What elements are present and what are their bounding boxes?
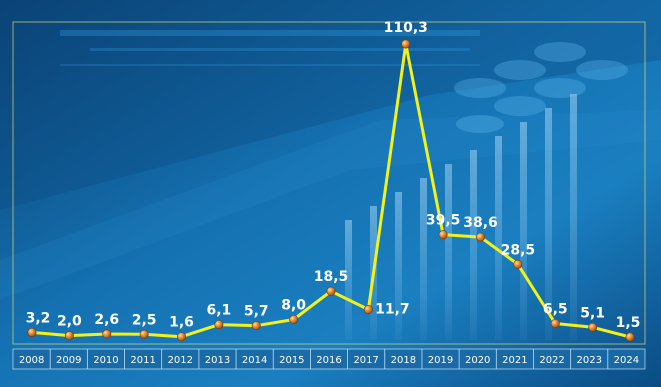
data-label: 1,5	[616, 315, 641, 331]
decorative-bar	[495, 136, 502, 340]
x-axis-strip	[12, 348, 646, 370]
decorative-bar	[545, 108, 552, 340]
data-point	[401, 39, 411, 49]
data-label: 6,1	[206, 303, 231, 319]
data-point	[251, 321, 261, 331]
data-point	[289, 314, 299, 324]
x-tick-label: 2013	[205, 355, 230, 366]
x-tick-label: 2019	[428, 355, 453, 366]
data-label: 5,7	[244, 304, 269, 320]
data-label: 2,6	[94, 312, 119, 328]
data-label: 3,2	[26, 310, 51, 326]
x-tick-label: 2012	[168, 355, 193, 366]
data-label: 38,6	[463, 215, 498, 231]
x-tick-label: 2010	[93, 355, 118, 366]
data-point	[102, 329, 112, 339]
decorative-bar	[570, 94, 577, 340]
x-tick-label: 2015	[279, 355, 304, 366]
data-label: 2,5	[132, 312, 157, 328]
data-label: 18,5	[314, 269, 349, 285]
data-label: 8,0	[281, 297, 306, 313]
x-tick-label: 2024	[614, 355, 639, 366]
data-point	[139, 329, 149, 339]
data-point	[513, 259, 523, 269]
data-label: 1,6	[169, 315, 194, 331]
x-tick-label: 2016	[316, 355, 341, 366]
data-point	[550, 318, 560, 328]
x-tick-label: 2018	[391, 355, 416, 366]
x-tick-label: 2023	[577, 355, 602, 366]
decorative-bar	[395, 192, 402, 340]
data-label: 2,0	[57, 314, 82, 330]
x-tick-label: 2021	[502, 355, 527, 366]
x-axis: 2008 2009 2010 2011 2012 2013 2014 2015 2016 2017…	[12, 348, 646, 370]
data-label: 6,5	[543, 301, 568, 317]
data-label: 39,5	[426, 213, 461, 229]
decorative-bar	[470, 150, 477, 340]
data-point	[326, 286, 336, 296]
x-tick-label: 2020	[465, 355, 490, 366]
chart-frame	[12, 21, 646, 345]
data-point	[64, 331, 74, 341]
data-label: 110,3	[384, 20, 428, 36]
x-tick-label: 2017	[353, 355, 378, 366]
data-point	[214, 320, 224, 330]
decorative-bar	[520, 122, 527, 340]
decorative-bar	[420, 178, 427, 340]
data-point	[475, 232, 485, 242]
decorative-bar	[445, 164, 452, 340]
x-tick-label: 2022	[539, 355, 564, 366]
data-point	[625, 332, 635, 342]
data-point	[27, 327, 37, 337]
data-point	[588, 322, 598, 332]
data-point	[363, 304, 373, 314]
data-labels: 3,2 2,0 2,6 2,5 1,6 6,1 5,7 8,0 18,5 11,7 110,3 39,…	[26, 20, 641, 331]
data-point	[177, 332, 187, 342]
x-tick-label: 2011	[130, 355, 155, 366]
data-label: 5,1	[580, 305, 605, 321]
x-tick-label: 2009	[56, 355, 81, 366]
x-tick-label: 2008	[19, 355, 44, 366]
decorative-bar	[345, 220, 352, 340]
data-markers	[27, 39, 635, 342]
data-label: 28,5	[501, 242, 536, 258]
data-point	[438, 230, 448, 240]
data-label: 11,7	[375, 301, 410, 317]
x-tick-label: 2014	[242, 355, 267, 366]
